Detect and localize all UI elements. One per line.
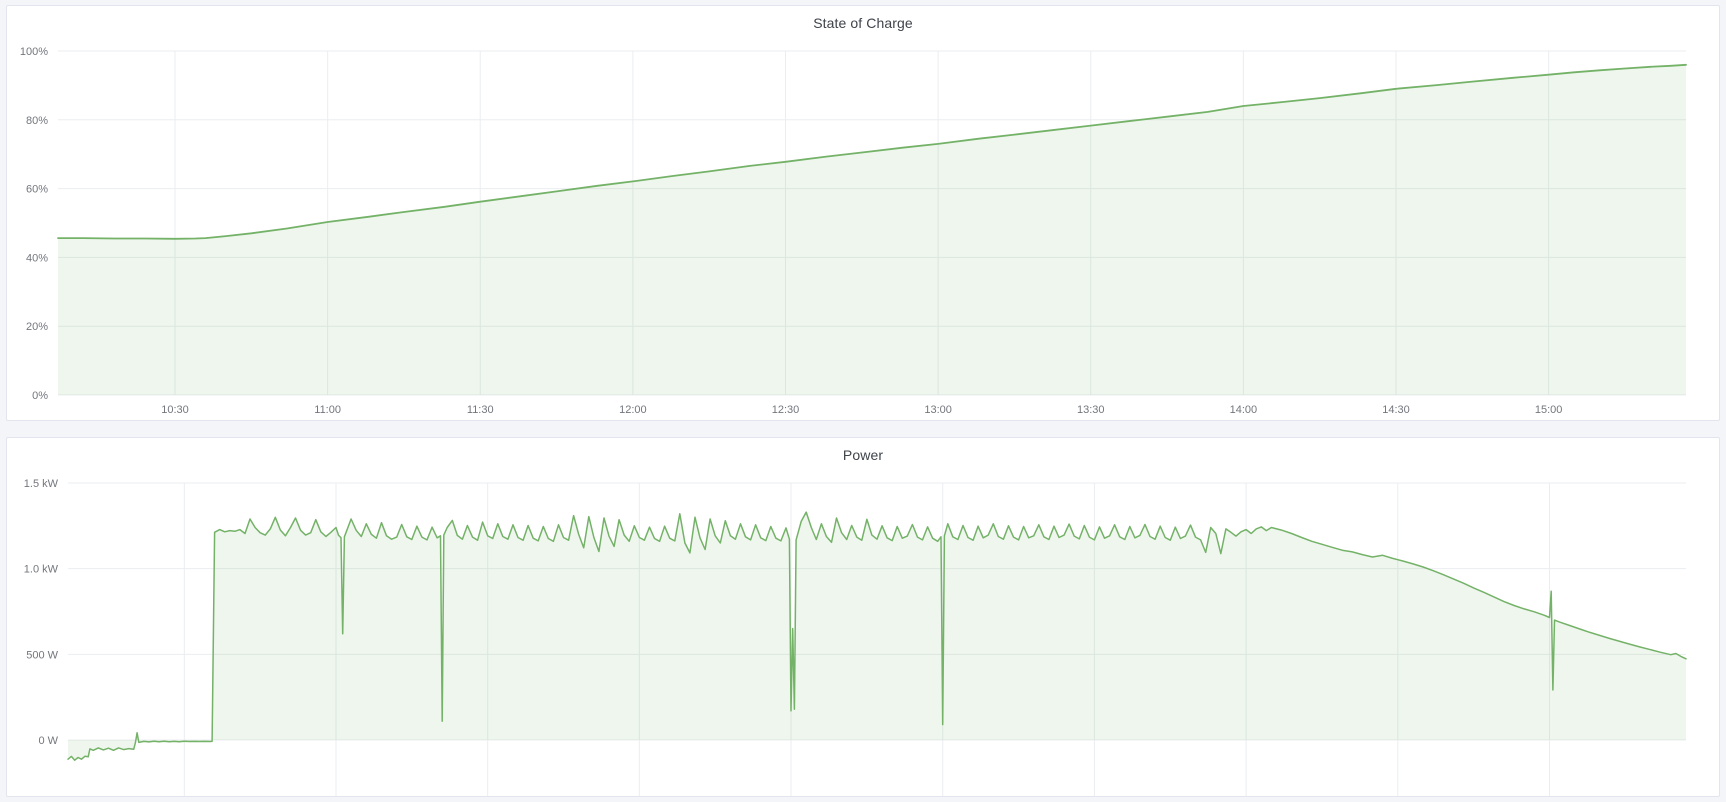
y-axis-label: 80% bbox=[26, 115, 48, 127]
y-axis-label: 1.5 kW bbox=[24, 478, 59, 490]
axis-labels: 100% 80% 60% 40% 20% 0% 10:30 11:00 11:30 12:00 12… bbox=[20, 46, 1563, 416]
x-axis-label: 15:00 bbox=[1535, 404, 1563, 416]
grid-lines bbox=[58, 50, 1686, 396]
y-axis-label: 500 W bbox=[26, 649, 58, 661]
y-axis-label: 0 W bbox=[38, 735, 58, 747]
series-line bbox=[67, 511, 1687, 761]
x-axis-label: 11:30 bbox=[467, 404, 494, 416]
axis-labels: 1.5 kW 1.0 kW 500 W 0 W bbox=[24, 478, 59, 747]
panel-power: Power 1.5 kW 1.0 kW 500 W 0 W bbox=[6, 437, 1720, 797]
x-axis-label: 10:30 bbox=[161, 404, 189, 416]
series-line bbox=[57, 63, 1687, 240]
y-axis-label: 100% bbox=[20, 46, 48, 58]
x-axis-label: 14:00 bbox=[1230, 404, 1258, 416]
y-axis-label: 20% bbox=[26, 321, 48, 333]
y-axis-label: 0% bbox=[32, 390, 48, 402]
series-area bbox=[58, 64, 1686, 396]
y-axis-label: 1.0 kW bbox=[24, 564, 59, 576]
power-chart[interactable]: 1.5 kW 1.0 kW 500 W 0 W bbox=[7, 438, 1719, 796]
state-of-charge-chart[interactable]: 100% 80% 60% 40% 20% 0% 10:30 11:00 11:30 12:00 12… bbox=[7, 6, 1719, 420]
panel-title-power[interactable]: Power bbox=[842, 447, 884, 463]
x-axis-label: 13:30 bbox=[1077, 404, 1105, 416]
series-area bbox=[68, 512, 1686, 761]
panel-state-of-charge: State of Charge 100% 80% 60% 40% 20% 0% 10:30 1… bbox=[6, 5, 1720, 421]
x-axis-label: 12:00 bbox=[619, 404, 647, 416]
x-axis-label: 12:30 bbox=[772, 404, 800, 416]
y-axis-label: 40% bbox=[26, 252, 48, 264]
y-axis-label: 60% bbox=[26, 184, 48, 196]
x-axis-label: 14:30 bbox=[1382, 404, 1410, 416]
x-axis-label: 13:00 bbox=[924, 404, 952, 416]
x-axis-label: 11:00 bbox=[314, 404, 341, 416]
grid-lines bbox=[68, 482, 1686, 796]
panel-title-state-of-charge[interactable]: State of Charge bbox=[813, 15, 913, 31]
